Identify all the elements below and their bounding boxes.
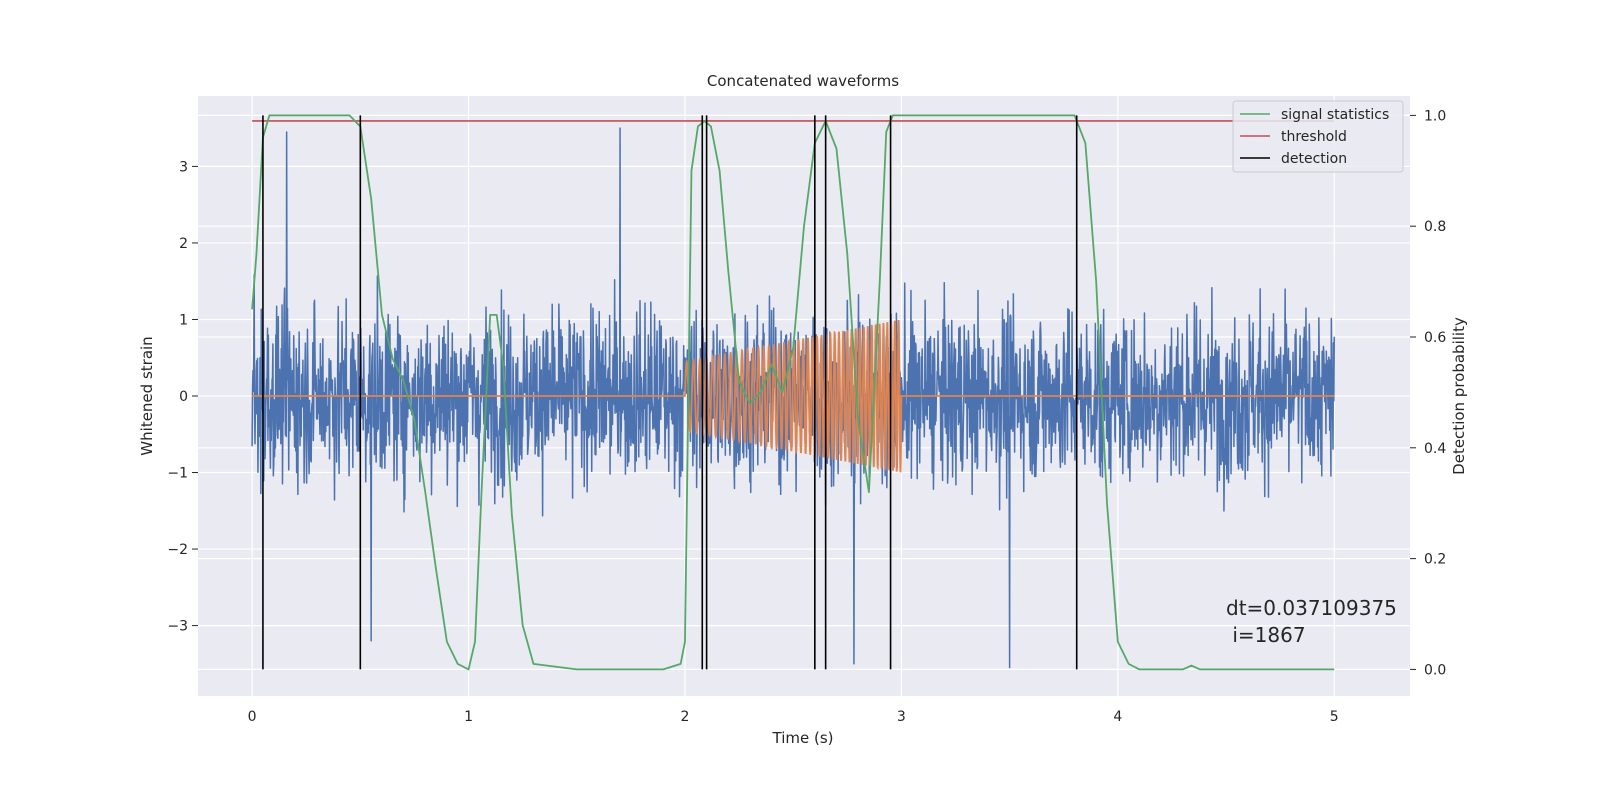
x-tick-label: 1 [464,709,473,725]
y2-axis-title: Detection probability [1450,317,1468,475]
injected-waveform-series [252,319,1335,473]
annotation-index: i=1867 [1226,623,1306,647]
y-tick-label: −3 [167,619,188,635]
x-tick-label: 2 [681,709,690,725]
y-axis-right: 0.0 0.2 0.4 0.6 0.8 1.0 [1410,108,1446,678]
y-tick-label: −1 [167,466,188,482]
y-tick-label: 0 [179,389,188,405]
injection-trace [252,319,1335,473]
signal-statistics-series [251,114,1335,671]
x-tick-label: 5 [1330,709,1339,725]
legend-box [1232,100,1404,173]
legend-label-signal-statistics: signal statistics [1281,107,1389,123]
y-tick-label: −2 [167,542,188,558]
x-tick-label: 0 [248,709,257,725]
annotation-dt: dt=0.037109375 [1226,596,1397,620]
x-axis: 0 1 2 3 4 5 [248,709,1339,725]
y-tick-label: 3 [179,159,188,175]
legend: signal statistics threshold detection [1232,100,1404,173]
chart-title: Concatenated waveforms [707,72,899,90]
x-tick-label: 4 [1113,709,1122,725]
y2-tick-label: 0.8 [1424,219,1446,235]
signal-statistics-line [251,114,1335,671]
y2-tick-label: 1.0 [1424,108,1446,124]
y2-tick-label: 0.6 [1424,330,1446,346]
legend-label-detection: detection [1281,151,1347,167]
y-axis-left: −3 −2 −1 0 1 2 3 [167,159,198,635]
x-tick-label: 3 [897,709,906,725]
detection-series [262,115,1078,670]
y2-tick-label: 0.0 [1424,662,1446,678]
y2-tick-label: 0.2 [1424,552,1446,568]
y-tick-label: 1 [179,312,188,328]
y-tick-label: 2 [179,236,188,252]
y-axis-title: Whitened strain [138,336,156,455]
y2-tick-label: 0.4 [1424,441,1446,457]
legend-label-threshold: threshold [1281,129,1347,145]
x-axis-title: Time (s) [772,729,834,747]
